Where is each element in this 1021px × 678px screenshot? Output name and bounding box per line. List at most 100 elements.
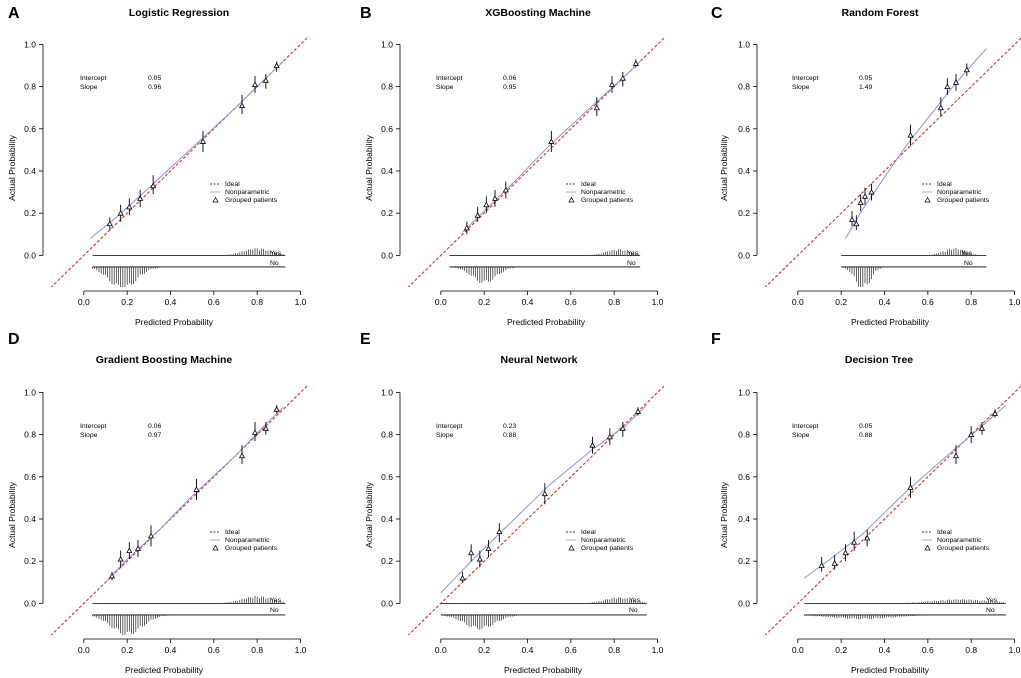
intercept-label-d: Intercept bbox=[80, 423, 107, 430]
y-tick-label: 0.4 bbox=[738, 514, 750, 524]
y-tick-label: 0.4 bbox=[24, 166, 36, 176]
y-axis-label-a: Actual Probability bbox=[7, 134, 17, 200]
legend-d: Ideal Nonparametric Grouped patients bbox=[210, 529, 278, 552]
grouped-point bbox=[150, 182, 157, 189]
plot-area-f: 0.0 0.2 0.4 0.6 0.8 1.0 0.0 0.2 0.4 0.6 0.8 1.0 bbox=[738, 385, 1021, 655]
grouped-point bbox=[147, 532, 155, 539]
legend-f: Ideal Nonparametric Grouped patients bbox=[922, 529, 990, 552]
y-tick-label: 0.6 bbox=[738, 472, 750, 482]
grouped-point bbox=[952, 452, 960, 459]
slope-value-c: 1.49 bbox=[859, 84, 872, 91]
y-tick-label: 1.0 bbox=[24, 387, 36, 397]
y-tick-label: 0.2 bbox=[24, 208, 36, 218]
rug-no-label-c: No bbox=[964, 260, 973, 267]
ideal-line bbox=[764, 385, 1021, 635]
grouped-point bbox=[273, 406, 280, 412]
grouped-point bbox=[485, 545, 492, 551]
rug-yes-label-d: Yes bbox=[270, 597, 282, 604]
grouped-point bbox=[238, 452, 246, 459]
panel-c: C Random Forest Predicted Probability Ac… bbox=[711, 5, 1021, 327]
slope-label-c: Slope bbox=[792, 84, 810, 91]
plot-area-d: 0.0 0.2 0.4 0.6 0.8 1.0 0.0 0.2 0.4 0.6 0.8 1.0 bbox=[24, 385, 307, 655]
y-axis-label-c: Actual Probability bbox=[719, 134, 729, 200]
panel-letter-f: F bbox=[711, 331, 721, 348]
x-tick-label: 0.6 bbox=[922, 297, 934, 307]
nonparametric-curve bbox=[105, 406, 284, 583]
x-tick-label: 0.8 bbox=[965, 645, 977, 655]
grouped-point bbox=[608, 81, 616, 87]
rug-yes-label-f: Yes bbox=[986, 597, 998, 604]
x-tick-label: 0.4 bbox=[165, 297, 177, 307]
x-axis-label-d: Predicted Probability bbox=[125, 665, 204, 675]
intercept-value-f: 0.05 bbox=[859, 423, 872, 430]
rug-yes-label-a: Yes bbox=[270, 250, 282, 257]
y-tick-label: 0.2 bbox=[381, 208, 393, 218]
stats-block-a: Intercept 0.05 Slope 0.96 bbox=[80, 75, 161, 91]
x-axis-label-b: Predicted Probability bbox=[507, 317, 586, 327]
plot-content bbox=[764, 385, 1021, 635]
plot-area-a: 0.0 0.2 0.4 0.6 0.8 1.0 0.0 0.2 0.4 0.6 0.8 1.0 bbox=[24, 37, 307, 307]
grouped-point bbox=[853, 220, 860, 227]
grouped-point bbox=[944, 83, 951, 90]
x-tick-label: 0.8 bbox=[608, 297, 620, 307]
slope-value-a: 0.96 bbox=[148, 84, 161, 91]
ideal-line bbox=[764, 37, 1021, 287]
grouped-point bbox=[952, 79, 960, 85]
plot-area-e: 0.0 0.2 0.4 0.6 0.8 1.0 0.0 0.2 0.4 0.6 0.8 1.0 bbox=[381, 385, 664, 655]
y-tick-label: 0.6 bbox=[381, 472, 393, 482]
rug-no-label-e: No bbox=[629, 607, 638, 614]
grouped-point bbox=[199, 138, 207, 144]
legend-grouped-label-a: Grouped patients bbox=[225, 197, 278, 204]
rug-no-label-a: No bbox=[270, 260, 279, 267]
grouped-point bbox=[848, 216, 856, 222]
y-tick-label: 0.0 bbox=[738, 598, 750, 608]
rug-no-label-b: No bbox=[627, 260, 636, 267]
chart-title-c: Random Forest bbox=[841, 7, 919, 19]
y-tick-label: 0.2 bbox=[738, 556, 750, 566]
x-tick-label: 0.0 bbox=[78, 645, 90, 655]
plot-content bbox=[407, 385, 664, 635]
grouped-point bbox=[632, 60, 639, 66]
plot-content bbox=[407, 37, 664, 287]
grouped-point bbox=[126, 203, 133, 210]
x-tick-label: 0.6 bbox=[922, 645, 934, 655]
grouped-point bbox=[619, 74, 626, 81]
x-tick-label: 0.4 bbox=[522, 297, 534, 307]
grouped-point bbox=[117, 555, 124, 562]
plot-content bbox=[50, 385, 307, 635]
grouped-point bbox=[593, 104, 600, 111]
x-axis-label-f: Predicted Probability bbox=[851, 665, 930, 675]
legend-ideal-label-b: Ideal bbox=[581, 181, 596, 188]
nonparametric-curve bbox=[89, 60, 284, 239]
y-tick-label: 0.8 bbox=[738, 82, 750, 92]
x-tick-label: 1.0 bbox=[295, 645, 307, 655]
stats-block-c: Intercept 0.05 Slope 1.49 bbox=[792, 75, 872, 91]
y-tick-label: 0.6 bbox=[738, 124, 750, 134]
nonparametric-curve bbox=[804, 404, 1007, 579]
nonparametric-curve bbox=[440, 404, 648, 594]
legend-triangle-icon bbox=[924, 196, 931, 203]
x-axis-label-e: Predicted Probability bbox=[504, 665, 583, 675]
grouped-point bbox=[238, 102, 246, 109]
grouped-point bbox=[619, 425, 626, 431]
intercept-value-b: 0.06 bbox=[503, 75, 516, 82]
y-tick-label: 0.0 bbox=[381, 250, 393, 260]
chart-title-e: Neural Network bbox=[500, 354, 577, 366]
x-tick-label: 0.2 bbox=[121, 645, 133, 655]
grouped-point bbox=[262, 77, 269, 83]
legend-grouped-label-b: Grouped patients bbox=[581, 197, 634, 204]
x-tick-label: 1.0 bbox=[652, 645, 664, 655]
grouped-point bbox=[606, 433, 613, 440]
legend-grouped-label-d: Grouped patients bbox=[225, 545, 278, 552]
plot-area-b: 0.0 0.2 0.4 0.6 0.8 1.0 0.0 0.2 0.4 0.6 0.8 1.0 bbox=[381, 37, 664, 307]
ideal-line bbox=[50, 385, 307, 635]
slope-label-b: Slope bbox=[436, 84, 454, 91]
y-tick-label: 0.2 bbox=[24, 556, 36, 566]
rug-yes-label-b: Yes bbox=[627, 250, 639, 257]
y-tick-label: 0.8 bbox=[381, 82, 393, 92]
grouped-point bbox=[117, 209, 124, 216]
grouped-point bbox=[126, 547, 133, 554]
intercept-label-b: Intercept bbox=[436, 75, 463, 82]
x-tick-label: 1.0 bbox=[652, 297, 664, 307]
grouped-point bbox=[468, 549, 475, 556]
